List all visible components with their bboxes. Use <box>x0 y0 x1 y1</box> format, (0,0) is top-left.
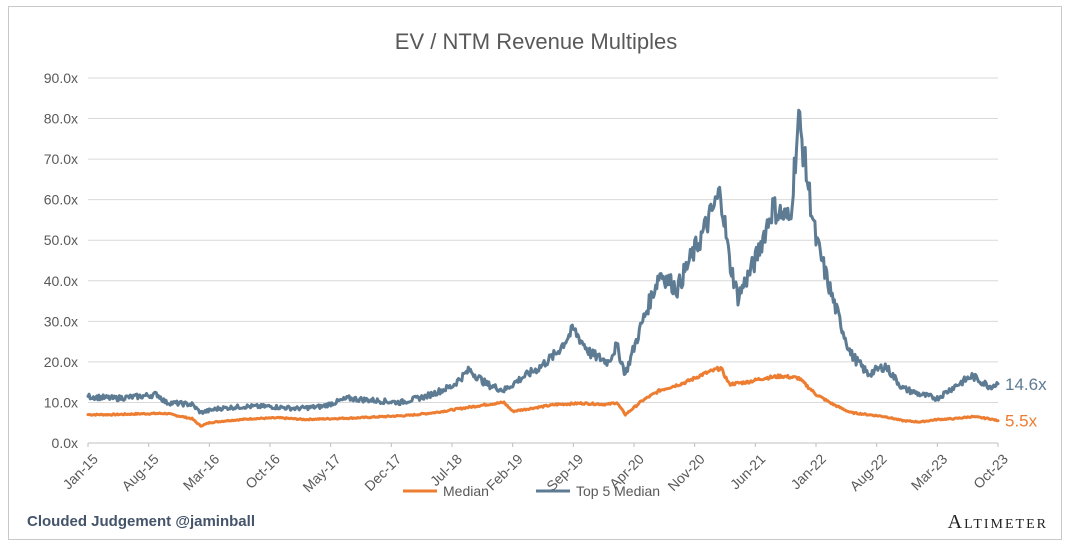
x-tick-label: Oct-16 <box>242 451 283 492</box>
y-tick-label: 40.0x <box>44 273 78 289</box>
legend-label: Top 5 Median <box>576 483 660 499</box>
x-tick-label: Nov-20 <box>664 451 707 494</box>
x-tick-label: Mar-23 <box>908 451 951 494</box>
y-axis: 0.0x 10.0x 20.0x 30.0x 40.0x 50.0x 60.0x 70.0x 8… <box>44 70 78 451</box>
x-tick-label: Jun-21 <box>727 451 769 493</box>
chart-title: EV / NTM Revenue Multiples <box>395 29 677 54</box>
x-axis: Jan-15 Aug-15 Mar-16 Oct-16 May-17 Dec-17 Jul-… <box>59 443 1011 495</box>
x-tick-label: Jan-15 <box>59 451 101 493</box>
y-tick-label: 30.0x <box>44 313 78 329</box>
x-tick-label: Aug-15 <box>118 451 161 494</box>
end-label-top5-median: 14.6x <box>1005 375 1047 394</box>
legend: Median Top 5 Median <box>403 483 660 499</box>
y-tick-label: 0.0x <box>52 435 78 451</box>
end-labels: 5.5x 14.6x <box>1005 375 1047 431</box>
legend-label: Median <box>443 483 489 499</box>
series-line-top5-median <box>86 108 1000 415</box>
y-tick-label: 90.0x <box>44 70 78 86</box>
y-tick-label: 60.0x <box>44 192 78 208</box>
x-tick-label: Mar-16 <box>180 451 223 494</box>
x-tick-label: May-17 <box>299 451 343 495</box>
grid-lines <box>88 77 998 444</box>
x-tick-label: Dec-17 <box>361 451 404 494</box>
chart-frame <box>8 6 1062 540</box>
footer-credit: Clouded Judgement @jaminball <box>27 513 255 530</box>
y-tick-label: 20.0x <box>44 354 78 370</box>
series-line-median <box>86 365 1000 428</box>
x-tick-label: Jan-22 <box>787 451 829 493</box>
series-lines <box>86 108 1000 428</box>
x-tick-label: Oct-23 <box>970 451 1011 492</box>
y-tick-label: 70.0x <box>44 151 78 167</box>
end-label-median: 5.5x <box>1005 412 1038 431</box>
x-tick-label: Aug-22 <box>846 451 889 494</box>
y-tick-label: 80.0x <box>44 111 78 127</box>
y-tick-label: 10.0x <box>44 394 78 410</box>
x-tick-label: Feb-19 <box>483 451 526 494</box>
brand-logo: Altimeter <box>947 511 1048 533</box>
y-tick-label: 50.0x <box>44 232 78 248</box>
